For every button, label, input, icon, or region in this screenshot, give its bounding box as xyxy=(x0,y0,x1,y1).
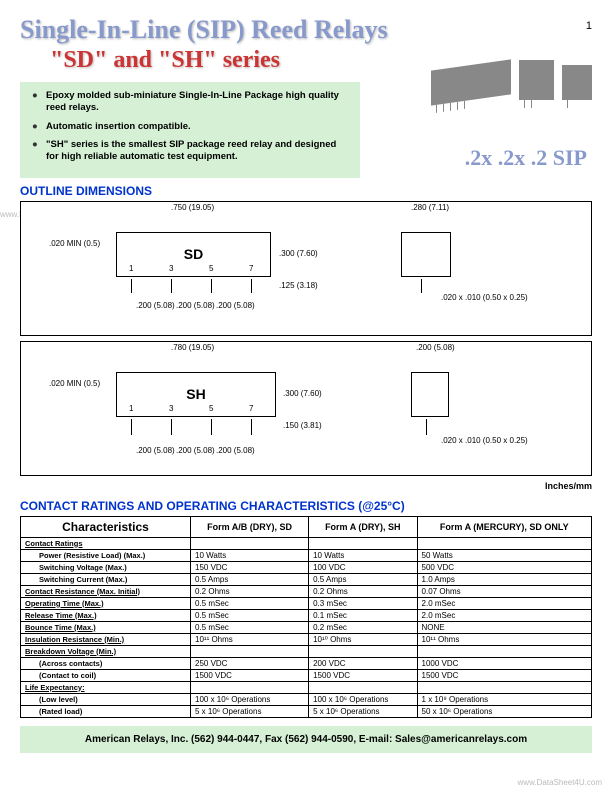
sd-diagram: .750 (19.05) SD 1 3 5 7 .020 MIN (0.5) .… xyxy=(20,201,592,336)
table-row: Breakdown Voltage (Min.) xyxy=(21,645,592,657)
dim-sidewidth: .280 (7.11) xyxy=(411,204,449,213)
feature-item: Automatic insertion compatible. xyxy=(32,121,348,133)
dim-spacing3: .200 (5.08) xyxy=(216,447,255,456)
pin-5: 5 xyxy=(209,264,213,273)
pin-1: 1 xyxy=(129,404,133,413)
sd-body: SD xyxy=(116,232,271,277)
table-row: Operating Time (Max.)0.5 mSec0.3 mSec2.0… xyxy=(21,597,592,609)
dim-spacing2: .200 (5.08) xyxy=(176,447,215,456)
table-row: Release Time (Max.)0.5 mSec0.1 mSec2.0 m… xyxy=(21,609,592,621)
dim-lead: .020 MIN (0.5) xyxy=(49,240,100,249)
table-row: Switching Voltage (Max.)150 VDC100 VDC50… xyxy=(21,561,592,573)
sd-label: SD xyxy=(184,246,203,262)
table-row: Contact Resistance (Max. Initial)0.2 Ohm… xyxy=(21,585,592,597)
dim-pindepth: .150 (3.81) xyxy=(283,422,322,431)
table-row: Bounce Time (Max.)0.5 mSec0.2 mSecNONE xyxy=(21,621,592,633)
feature-item: Epoxy molded sub-miniature Single-In-Lin… xyxy=(32,90,348,115)
table-row: Life Expectancy: xyxy=(21,681,592,693)
table-row: (Contact to coil)1500 VDC1500 VDC1500 VD… xyxy=(21,669,592,681)
table-row: (Low level)100 x 10⁶ Operations100 x 10⁶… xyxy=(21,693,592,705)
table-row: (Across contacts)250 VDC200 VDC1000 VDC xyxy=(21,657,592,669)
sd-side-view xyxy=(401,232,451,277)
company-footer: American Relays, Inc. (562) 944-0447, Fa… xyxy=(20,726,592,753)
dim-height: .300 (7.60) xyxy=(283,390,322,399)
sh-side-view xyxy=(411,372,449,417)
pin-7: 7 xyxy=(249,264,253,273)
dim-sidewidth: .200 (5.08) xyxy=(416,344,455,353)
dim-height: .300 (7.60) xyxy=(279,250,318,259)
dim-spacing1: .200 (5.08) xyxy=(136,302,175,311)
table-row: Switching Current (Max.)0.5 Amps0.5 Amps… xyxy=(21,573,592,585)
page-number: 1 xyxy=(586,20,592,32)
col-form-a-mercury: Form A (MERCURY), SD ONLY xyxy=(417,516,591,537)
dim-pinthick: .020 x .010 (0.50 x 0.25) xyxy=(441,294,528,303)
dim-width: .780 (19.05) xyxy=(171,344,214,353)
sh-diagram: .780 (19.05) SH 1 3 5 7 .020 MIN (0.5) .… xyxy=(20,341,592,476)
dim-spacing3: .200 (5.08) xyxy=(216,302,255,311)
units-label: Inches/mm xyxy=(20,481,592,491)
table-row: (Rated load)5 x 10⁶ Operations5 x 10⁶ Op… xyxy=(21,705,592,717)
main-title: Single-In-Line (SIP) Reed Relays xyxy=(20,15,592,45)
contact-header: CONTACT RATINGS AND OPERATING CHARACTERI… xyxy=(20,499,592,513)
characteristics-table: Characteristics Form A/B (DRY), SD Form … xyxy=(20,516,592,718)
dim-spacing1: .200 (5.08) xyxy=(136,447,175,456)
watermark-bottom: www.DataSheet4U.com xyxy=(518,778,602,787)
pin-5: 5 xyxy=(209,404,213,413)
table-row: Insulation Resistance (Min.)10¹¹ Ohms10¹… xyxy=(21,633,592,645)
dim-width: .750 (19.05) xyxy=(171,204,214,213)
feature-item: "SH" series is the smallest SIP package … xyxy=(32,139,348,164)
sip-dimensions-label: .2x .2x .2 SIP xyxy=(465,145,587,171)
table-row: Contact Ratings xyxy=(21,537,592,549)
col-form-a-sh: Form A (DRY), SH xyxy=(309,516,417,537)
dim-pinthick: .020 x .010 (0.50 x 0.25) xyxy=(441,437,528,446)
dim-pindepth: .125 (3.18) xyxy=(279,282,318,291)
pin-3: 3 xyxy=(169,264,173,273)
pin-1: 1 xyxy=(129,264,133,273)
pin-3: 3 xyxy=(169,404,173,413)
outline-header: OUTLINE DIMENSIONS xyxy=(20,184,592,198)
component-illustrations xyxy=(431,60,592,100)
dim-spacing2: .200 (5.08) xyxy=(176,302,215,311)
col-characteristics: Characteristics xyxy=(21,516,191,537)
col-form-ab: Form A/B (DRY), SD xyxy=(191,516,309,537)
dim-lead: .020 MIN (0.5) xyxy=(49,380,100,389)
table-row: Power (Resistive Load) (Max.)10 Watts10 … xyxy=(21,549,592,561)
sh-label: SH xyxy=(186,386,205,402)
features-box: Epoxy molded sub-miniature Single-In-Lin… xyxy=(20,82,360,178)
pin-7: 7 xyxy=(249,404,253,413)
